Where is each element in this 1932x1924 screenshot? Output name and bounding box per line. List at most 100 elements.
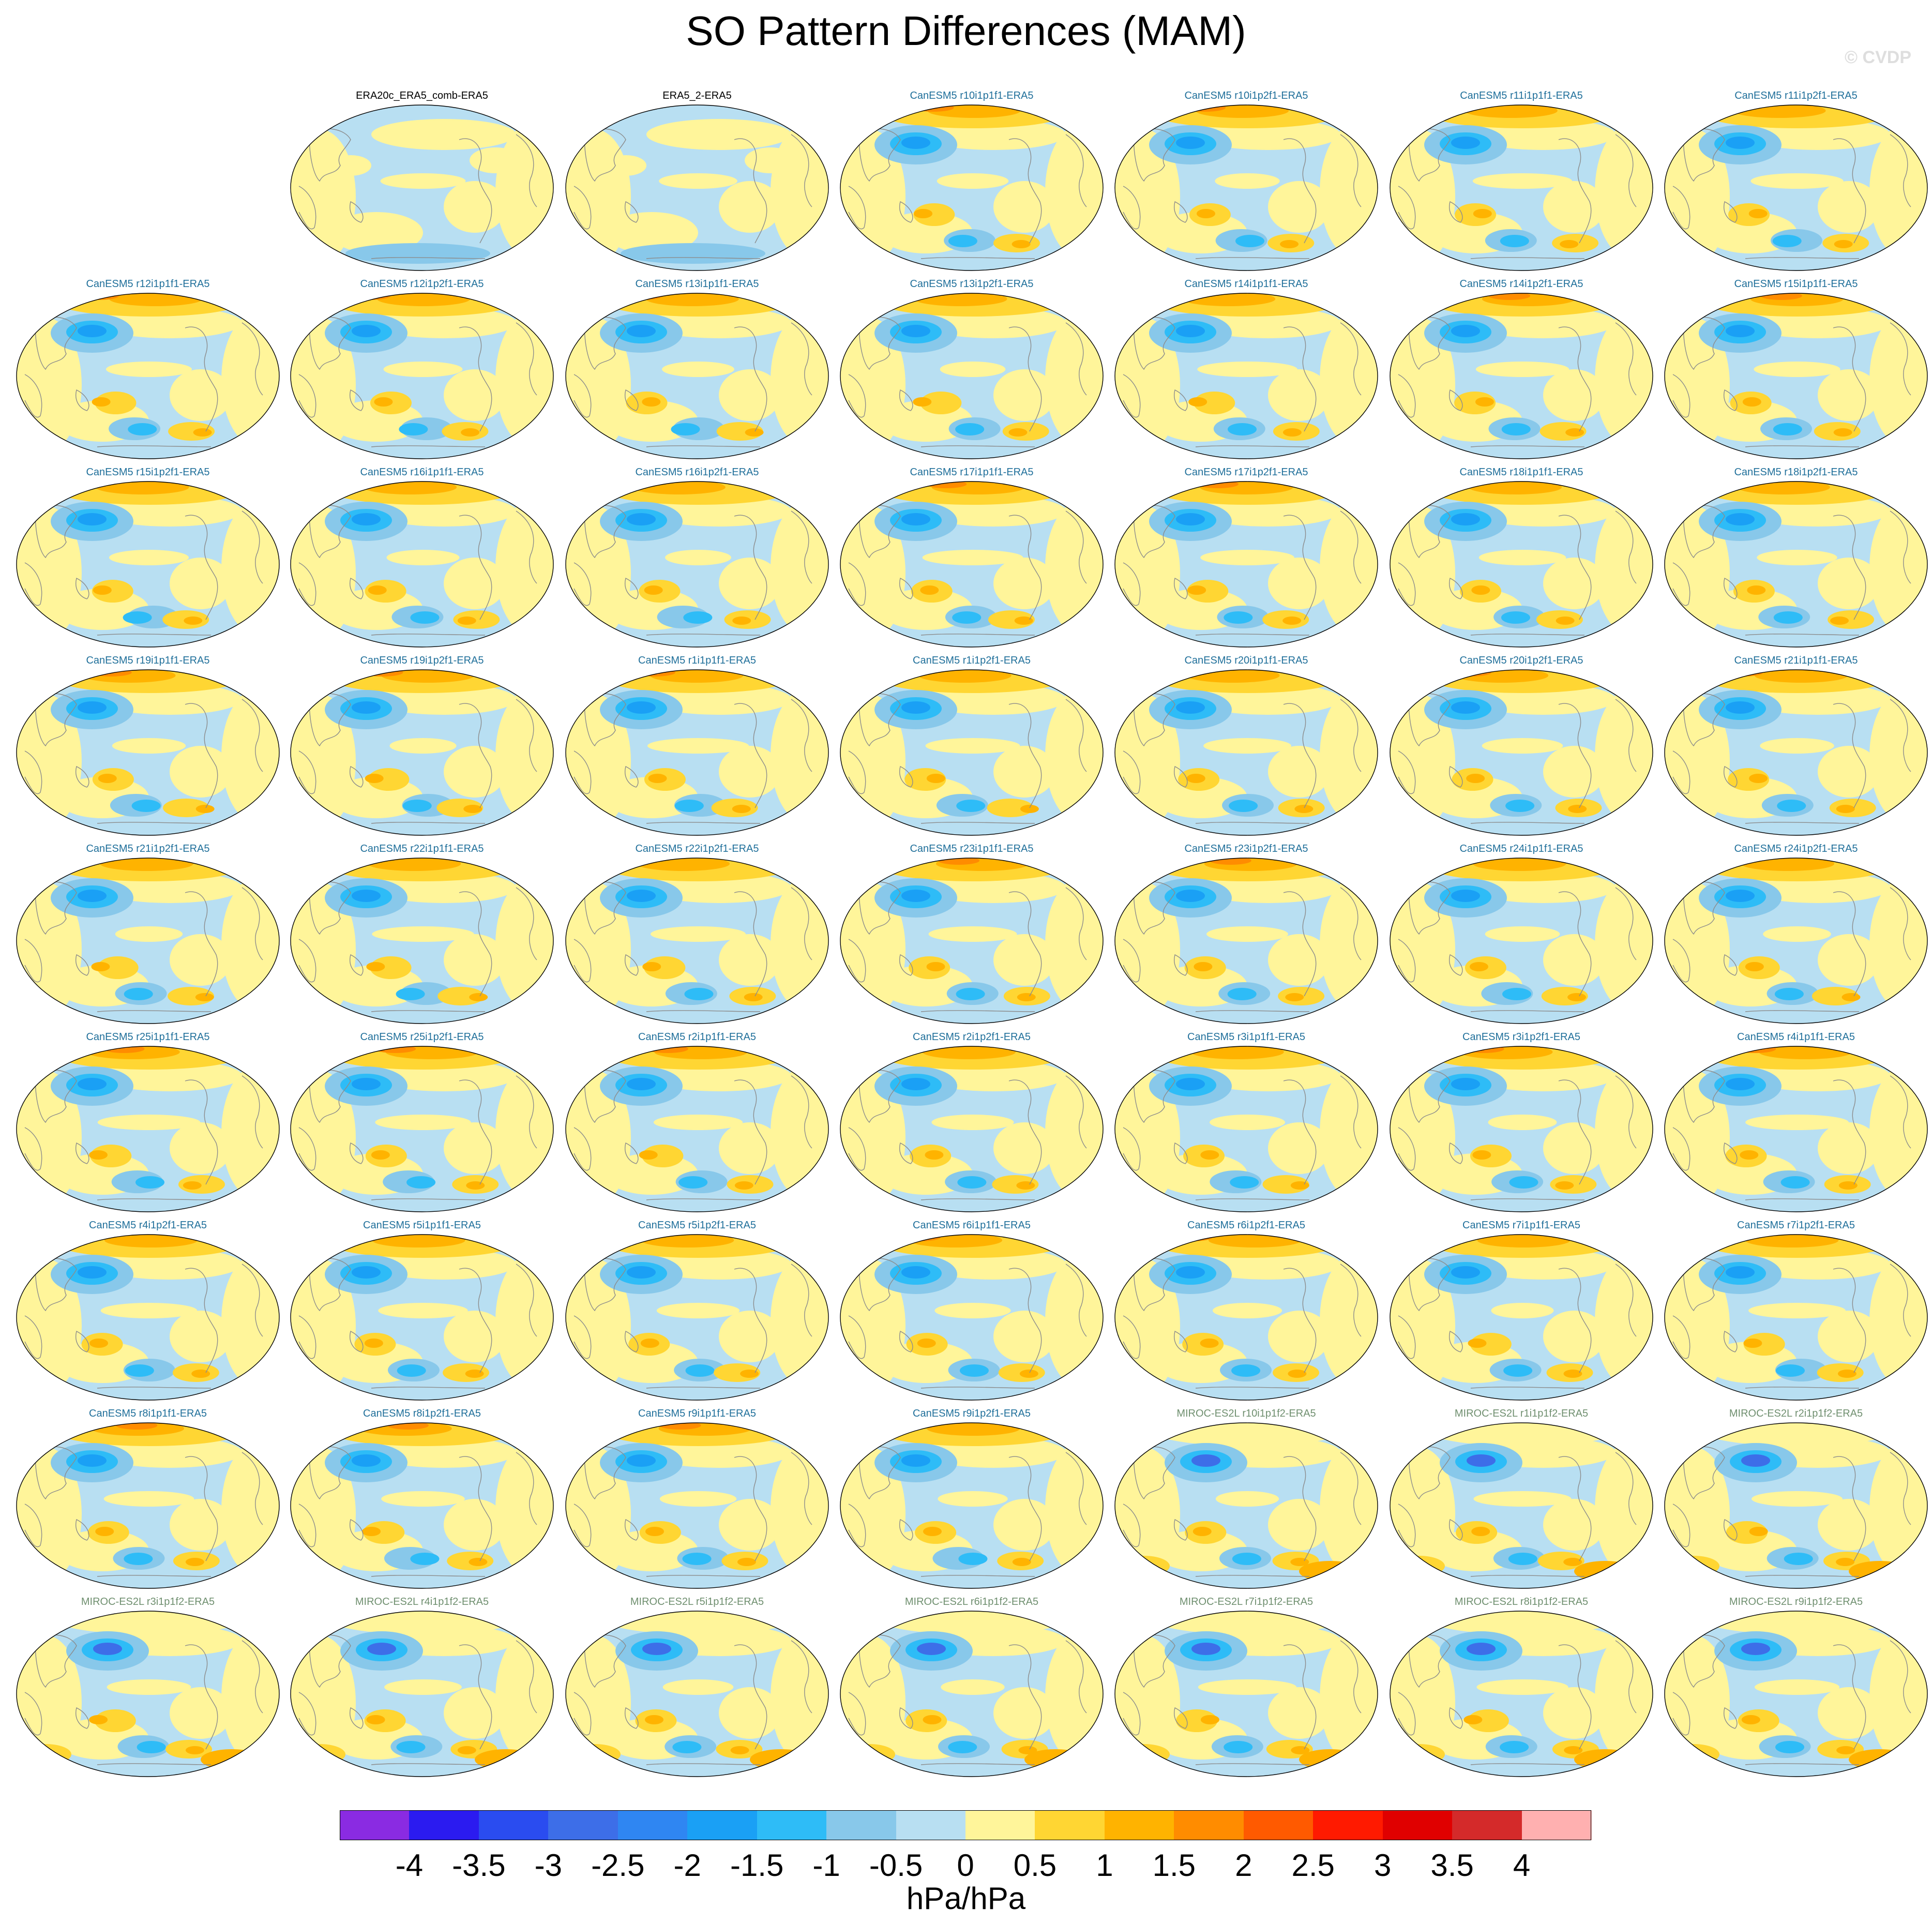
map-plot	[565, 669, 829, 836]
contour-region	[1775, 1741, 1804, 1753]
coastline	[1683, 128, 1725, 182]
coastline	[1008, 1644, 1042, 1750]
colorbar-tick-label: -1	[812, 1848, 840, 1883]
contour-region	[653, 1115, 743, 1130]
contour-region	[444, 1122, 506, 1174]
coastline	[1672, 939, 1690, 983]
contour-region	[469, 1558, 488, 1566]
coastline	[1672, 1315, 1690, 1359]
map-border	[565, 1422, 829, 1589]
contour-region	[1463, 1715, 1483, 1724]
map-border	[290, 669, 554, 836]
contour-region	[366, 1715, 385, 1724]
coastline	[1833, 515, 1866, 620]
coastline	[1615, 1075, 1637, 1149]
coastline	[1133, 1070, 1175, 1123]
coastline	[791, 322, 812, 396]
contour-region	[957, 1176, 987, 1189]
coastline	[920, 822, 1035, 824]
colorbar-tick-label: 2.5	[1291, 1848, 1335, 1883]
coastline	[1408, 1258, 1451, 1312]
coastline	[24, 374, 42, 418]
contour-region	[645, 1527, 664, 1536]
coastline	[242, 887, 263, 960]
contour-region	[1555, 1181, 1574, 1190]
coastline	[309, 317, 351, 370]
coastline	[1890, 887, 1911, 960]
coastline	[1065, 887, 1087, 960]
map-border	[565, 1234, 829, 1401]
coastline	[97, 1010, 212, 1012]
coastline	[1123, 1504, 1141, 1547]
coastline	[858, 1258, 901, 1312]
coastline	[899, 765, 913, 788]
coastline	[1449, 201, 1463, 223]
contour-region	[1228, 423, 1257, 435]
contour-region	[1775, 1364, 1805, 1377]
panel-title: CanESM5 r21i1p2f1-ERA5	[86, 843, 210, 854]
contour-region	[719, 558, 781, 609]
contour-region	[98, 774, 117, 783]
coastline	[1065, 1075, 1087, 1149]
map-plot	[1664, 1234, 1928, 1401]
contour-region	[923, 1715, 942, 1724]
contour-region	[170, 558, 232, 609]
coastline	[309, 128, 351, 182]
panel-title: MIROC-ES2L r6i1p1f2-ERA5	[904, 1596, 1039, 1607]
map-plot	[1664, 293, 1928, 459]
colorbar-swatch	[1243, 1810, 1314, 1840]
contour-region	[465, 1370, 484, 1378]
panel-title: CanESM5 r9i1p2f1-ERA5	[913, 1408, 1031, 1419]
coastline	[1408, 881, 1451, 935]
coastline	[1470, 1575, 1585, 1577]
contour-region	[650, 926, 746, 942]
contour-region	[1020, 805, 1039, 813]
coastline	[848, 1315, 866, 1359]
contour-region	[1176, 701, 1205, 714]
contour-region	[100, 858, 193, 871]
panel-title: CanESM5 r10i1p2f1-ERA5	[1184, 90, 1308, 101]
map-border	[290, 293, 554, 459]
contour-region	[1190, 1046, 1284, 1059]
map-border	[1114, 858, 1378, 1024]
coastline	[734, 1268, 767, 1373]
map-border	[1114, 1234, 1378, 1401]
coastline	[573, 186, 592, 230]
map-panel: CanESM5 r23i1p1f1-ERA5	[834, 843, 1109, 1027]
coastline	[1683, 1258, 1725, 1312]
map-border	[565, 104, 829, 271]
contour-region	[1543, 181, 1605, 233]
contour-region	[1282, 428, 1302, 437]
coastline	[1470, 1198, 1585, 1200]
coastline	[35, 1446, 77, 1500]
panel-title: CanESM5 r15i1p1f1-ERA5	[1734, 278, 1858, 290]
panel-title: CanESM5 r13i1p2f1-ERA5	[910, 278, 1034, 290]
contour-region	[648, 774, 667, 783]
contour-region	[78, 1454, 107, 1467]
contour-region	[1836, 1558, 1855, 1566]
coastline	[1174, 201, 1188, 223]
map-plot	[290, 1422, 554, 1589]
coastline	[242, 1264, 263, 1337]
map-border	[1114, 1046, 1378, 1212]
coastline	[1724, 577, 1738, 599]
contour-region	[1836, 805, 1855, 813]
map-border	[840, 293, 1104, 459]
coastline	[516, 510, 537, 584]
contour-region	[1470, 1333, 1512, 1356]
coastline	[1449, 577, 1463, 599]
contour-region	[674, 800, 704, 812]
panel-title: MIROC-ES2L r2i1p1f2-ERA5	[1729, 1408, 1863, 1419]
coastline	[350, 1330, 364, 1352]
coastline	[371, 257, 486, 259]
panel-title: CanESM5 r17i1p1f1-ERA5	[910, 467, 1034, 478]
contour-region	[386, 550, 460, 565]
map-plot	[1114, 1422, 1378, 1589]
contour-region	[396, 988, 425, 1000]
contour-region	[987, 799, 1034, 817]
contour-region	[678, 1176, 708, 1189]
contour-region	[1197, 362, 1297, 377]
coastline	[858, 128, 901, 182]
contour-region	[378, 1303, 468, 1318]
coastline	[1133, 1634, 1175, 1688]
